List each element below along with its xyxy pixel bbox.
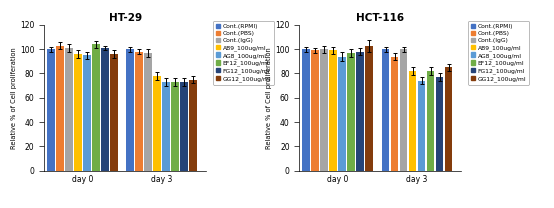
Bar: [418, 81, 425, 171]
Bar: [93, 44, 100, 171]
Bar: [189, 79, 197, 171]
Bar: [181, 82, 188, 171]
Bar: [126, 49, 135, 171]
Bar: [338, 57, 346, 171]
Bar: [391, 57, 398, 171]
Bar: [153, 76, 161, 171]
Bar: [311, 51, 319, 171]
Bar: [101, 48, 109, 171]
Bar: [320, 49, 329, 171]
Y-axis label: Relative % of Cell proliferation: Relative % of Cell proliferation: [266, 47, 273, 149]
Bar: [83, 55, 91, 171]
Bar: [65, 48, 73, 171]
Bar: [399, 49, 408, 171]
Bar: [365, 46, 373, 171]
Bar: [382, 49, 389, 171]
Bar: [435, 77, 443, 171]
Bar: [74, 54, 82, 171]
Title: HCT-116: HCT-116: [356, 13, 404, 23]
Bar: [330, 51, 337, 171]
Bar: [302, 49, 310, 171]
Legend: Cont.(RPMI), Cont.(PBS), Cont.(IgG), AB9_100ug/ml, AG8_100ug/ml, EF12_100ug/ml, : Cont.(RPMI), Cont.(PBS), Cont.(IgG), AB9…: [213, 21, 274, 85]
Bar: [347, 53, 355, 171]
Bar: [444, 67, 453, 171]
Bar: [145, 53, 152, 171]
Y-axis label: Relative % of Cell proliferation: Relative % of Cell proliferation: [11, 47, 17, 149]
Bar: [162, 82, 171, 171]
Bar: [356, 52, 365, 171]
Bar: [135, 52, 143, 171]
Bar: [408, 71, 417, 171]
Bar: [171, 82, 179, 171]
Legend: Cont.(RPMI), Cont.(PBS), Cont.(IgG), AB9_100ug/ml, AG8_100ug/ml, EF12_100ug/ml, : Cont.(RPMI), Cont.(PBS), Cont.(IgG), AB9…: [468, 21, 530, 85]
Bar: [110, 54, 118, 171]
Bar: [47, 49, 55, 171]
Bar: [427, 71, 434, 171]
Title: HT-29: HT-29: [109, 13, 142, 23]
Bar: [57, 46, 64, 171]
